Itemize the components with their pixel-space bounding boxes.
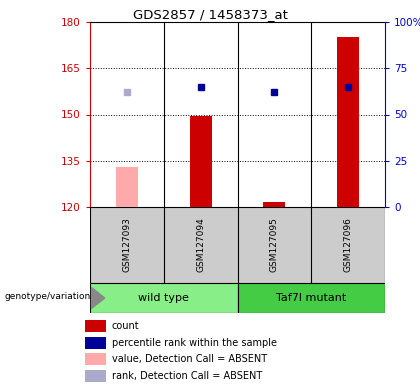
Text: rank, Detection Call = ABSENT: rank, Detection Call = ABSENT bbox=[112, 371, 262, 381]
Text: Taf7l mutant: Taf7l mutant bbox=[276, 293, 346, 303]
Bar bbox=[116, 167, 138, 207]
Bar bbox=[237, 283, 385, 313]
Bar bbox=[90, 207, 164, 283]
Bar bbox=[237, 207, 311, 283]
Text: value, Detection Call = ABSENT: value, Detection Call = ABSENT bbox=[112, 354, 267, 364]
Bar bbox=[85, 320, 106, 332]
Text: percentile rank within the sample: percentile rank within the sample bbox=[112, 338, 277, 348]
Bar bbox=[311, 207, 385, 283]
Text: GSM127093: GSM127093 bbox=[122, 218, 131, 272]
Bar bbox=[263, 202, 286, 207]
Bar bbox=[337, 37, 359, 207]
Bar bbox=[189, 116, 212, 207]
Text: count: count bbox=[112, 321, 139, 331]
Bar bbox=[85, 337, 106, 349]
Text: GSM127096: GSM127096 bbox=[344, 218, 353, 272]
Bar bbox=[85, 353, 106, 365]
Text: wild type: wild type bbox=[138, 293, 189, 303]
Bar bbox=[85, 370, 106, 382]
Text: GSM127095: GSM127095 bbox=[270, 218, 279, 272]
Polygon shape bbox=[92, 288, 105, 308]
Bar bbox=[90, 283, 237, 313]
Text: GSM127094: GSM127094 bbox=[196, 218, 205, 272]
Text: genotype/variation: genotype/variation bbox=[4, 291, 90, 301]
Bar bbox=[164, 207, 237, 283]
Text: GDS2857 / 1458373_at: GDS2857 / 1458373_at bbox=[133, 8, 287, 21]
